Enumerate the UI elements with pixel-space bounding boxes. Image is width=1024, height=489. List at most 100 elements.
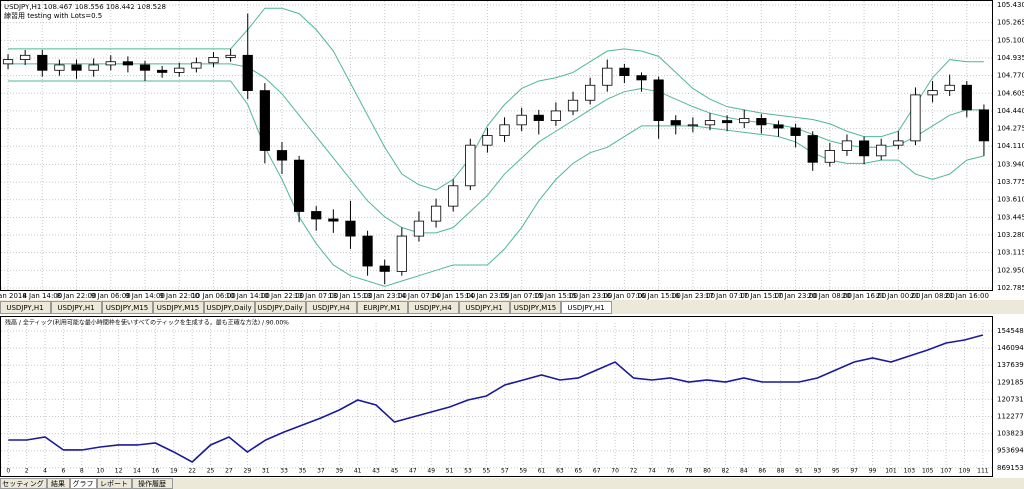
- x-tick-label: 51: [446, 468, 454, 475]
- chart-tab[interactable]: [306, 301, 357, 314]
- chart-tab-label[interactable]: USDJPY,H1: [567, 304, 604, 312]
- chart-tab[interactable]: [510, 301, 561, 314]
- chart-tab-label[interactable]: USDJPY,M15: [157, 304, 200, 312]
- candle-body: [242, 54, 253, 92]
- x-tick-label: 16 Jan 23:00: [671, 292, 715, 300]
- candle-body: [88, 64, 99, 71]
- candle-body: [961, 84, 972, 111]
- x-tick-label: 72: [630, 468, 638, 475]
- chart-tab-label[interactable]: USDJPY,H1: [57, 304, 94, 312]
- result-tab-label[interactable]: グラフ: [73, 479, 94, 488]
- x-tick-label: 74: [648, 468, 656, 475]
- result-tab-label[interactable]: 結果: [51, 479, 65, 488]
- graph-title: 残高 / 全ティック(利用可能な最小時間枠を使いすべてのティックを生成する。最も…: [5, 319, 289, 327]
- candle-body: [482, 135, 493, 146]
- x-tick-label: 9 Jan 22:00: [159, 292, 199, 300]
- y-tick-label: 104.605: [997, 89, 1024, 97]
- y-tick-label: 1291858: [997, 378, 1024, 386]
- chart-tab[interactable]: [255, 301, 306, 314]
- x-tick-label: 76: [666, 468, 674, 475]
- result-tab-label[interactable]: 操作履歴: [138, 479, 166, 488]
- candle-body: [910, 94, 921, 142]
- x-tick-label: 82: [722, 468, 730, 475]
- y-tick-label: 869153: [997, 464, 1024, 472]
- x-tick-label: 61: [538, 468, 546, 475]
- x-tick-label: 101: [885, 468, 897, 475]
- candle-body: [602, 67, 613, 86]
- x-tick-label: 80: [703, 468, 711, 475]
- chart-tab-label[interactable]: USDJPY,Daily: [257, 304, 302, 312]
- candle-body: [619, 67, 630, 77]
- candle-body: [807, 135, 818, 163]
- x-tick-label: 59: [519, 468, 527, 475]
- x-tick-label: 57: [501, 468, 509, 475]
- candle-body: [413, 220, 425, 237]
- candle-body: [841, 140, 853, 151]
- x-tick-label: 93: [814, 468, 822, 475]
- x-tick-label: 43: [372, 468, 380, 475]
- y-tick-label: 953694: [997, 447, 1024, 455]
- chart-tab-label[interactable]: USDJPY,M15: [514, 304, 557, 312]
- y-tick-label: 1207317: [997, 395, 1024, 403]
- x-tick-label: 22: [188, 468, 196, 475]
- chart-tab[interactable]: [0, 301, 51, 314]
- chart-tab[interactable]: [204, 301, 255, 314]
- chart-tab[interactable]: [102, 301, 153, 314]
- candle-body: [465, 144, 476, 187]
- chart-tab-label[interactable]: USDJPY,H4: [414, 304, 452, 312]
- x-tick-label: 88: [777, 468, 785, 475]
- bollinger-lower: [8, 80, 985, 287]
- chart-tab-label[interactable]: USDJPY,Daily: [206, 304, 251, 312]
- chart-tab-label[interactable]: USDJPY,H1: [6, 304, 43, 312]
- chart-tab[interactable]: [561, 301, 612, 314]
- chart-tab[interactable]: [459, 301, 510, 314]
- candle-body: [54, 64, 65, 71]
- chart-tab-label[interactable]: USDJPY,H4: [312, 304, 350, 312]
- y-tick-label: 1038235: [997, 430, 1024, 438]
- x-tick-label: 97: [850, 468, 858, 475]
- chart-tab[interactable]: [357, 301, 408, 314]
- chart-tab-label[interactable]: USDJPY,H1: [465, 304, 502, 312]
- result-tab-label[interactable]: セッティング: [2, 479, 44, 488]
- candle-body: [362, 235, 373, 267]
- x-tick-label: 8 Jan 2014: [0, 292, 27, 300]
- x-tick-label: 0: [6, 468, 10, 475]
- result-tab-label[interactable]: レポート: [100, 480, 128, 488]
- candle-body: [773, 124, 784, 129]
- x-tick-label: 95: [832, 468, 840, 475]
- chart-tab[interactable]: [51, 301, 102, 314]
- x-tick-label: 16: [152, 468, 160, 475]
- candle-body: [430, 205, 442, 222]
- x-tick-label: 8 Jan 22:00: [57, 292, 97, 300]
- x-tick-label: 15 Jan 07:00: [500, 292, 544, 300]
- candle-body: [174, 67, 185, 73]
- x-tick-label: 16 Jan 07:00: [602, 292, 646, 300]
- x-tick-label: 16 Jan 15:00: [636, 292, 680, 300]
- price-frame: [0, 0, 993, 291]
- chart-tab[interactable]: [153, 301, 204, 314]
- chart-tab[interactable]: [408, 301, 459, 314]
- candle-body: [499, 124, 510, 136]
- y-tick-label: 103.940: [997, 160, 1024, 168]
- x-tick-label: 13 Jan 15:00: [328, 292, 372, 300]
- x-tick-label: 63: [556, 468, 564, 475]
- candle-body: [653, 79, 664, 121]
- x-tick-label: 10 Jan 06:00: [191, 292, 235, 300]
- ea-line: 練習用 testing with Lots=0.5: [4, 11, 102, 20]
- x-tick-label: 27: [225, 468, 233, 475]
- candle-body: [259, 90, 270, 151]
- x-tick-label: 41: [354, 468, 362, 475]
- chart-tab-label[interactable]: USDJPY,M15: [106, 304, 149, 312]
- candle-body: [550, 110, 562, 121]
- chart-tab-label[interactable]: EURJPY,M1: [363, 304, 401, 312]
- candle-body: [311, 211, 322, 220]
- x-tick-label: 15 Jan 15:00: [534, 292, 578, 300]
- y-tick-label: 1376399: [997, 361, 1024, 369]
- y-tick-label: 104.935: [997, 54, 1024, 62]
- x-tick-label: 65: [575, 468, 583, 475]
- candle-body: [516, 114, 527, 126]
- x-tick-label: 53: [464, 468, 472, 475]
- x-tick-label: 17 Jan 07:00: [705, 292, 749, 300]
- x-tick-label: 49: [427, 468, 435, 475]
